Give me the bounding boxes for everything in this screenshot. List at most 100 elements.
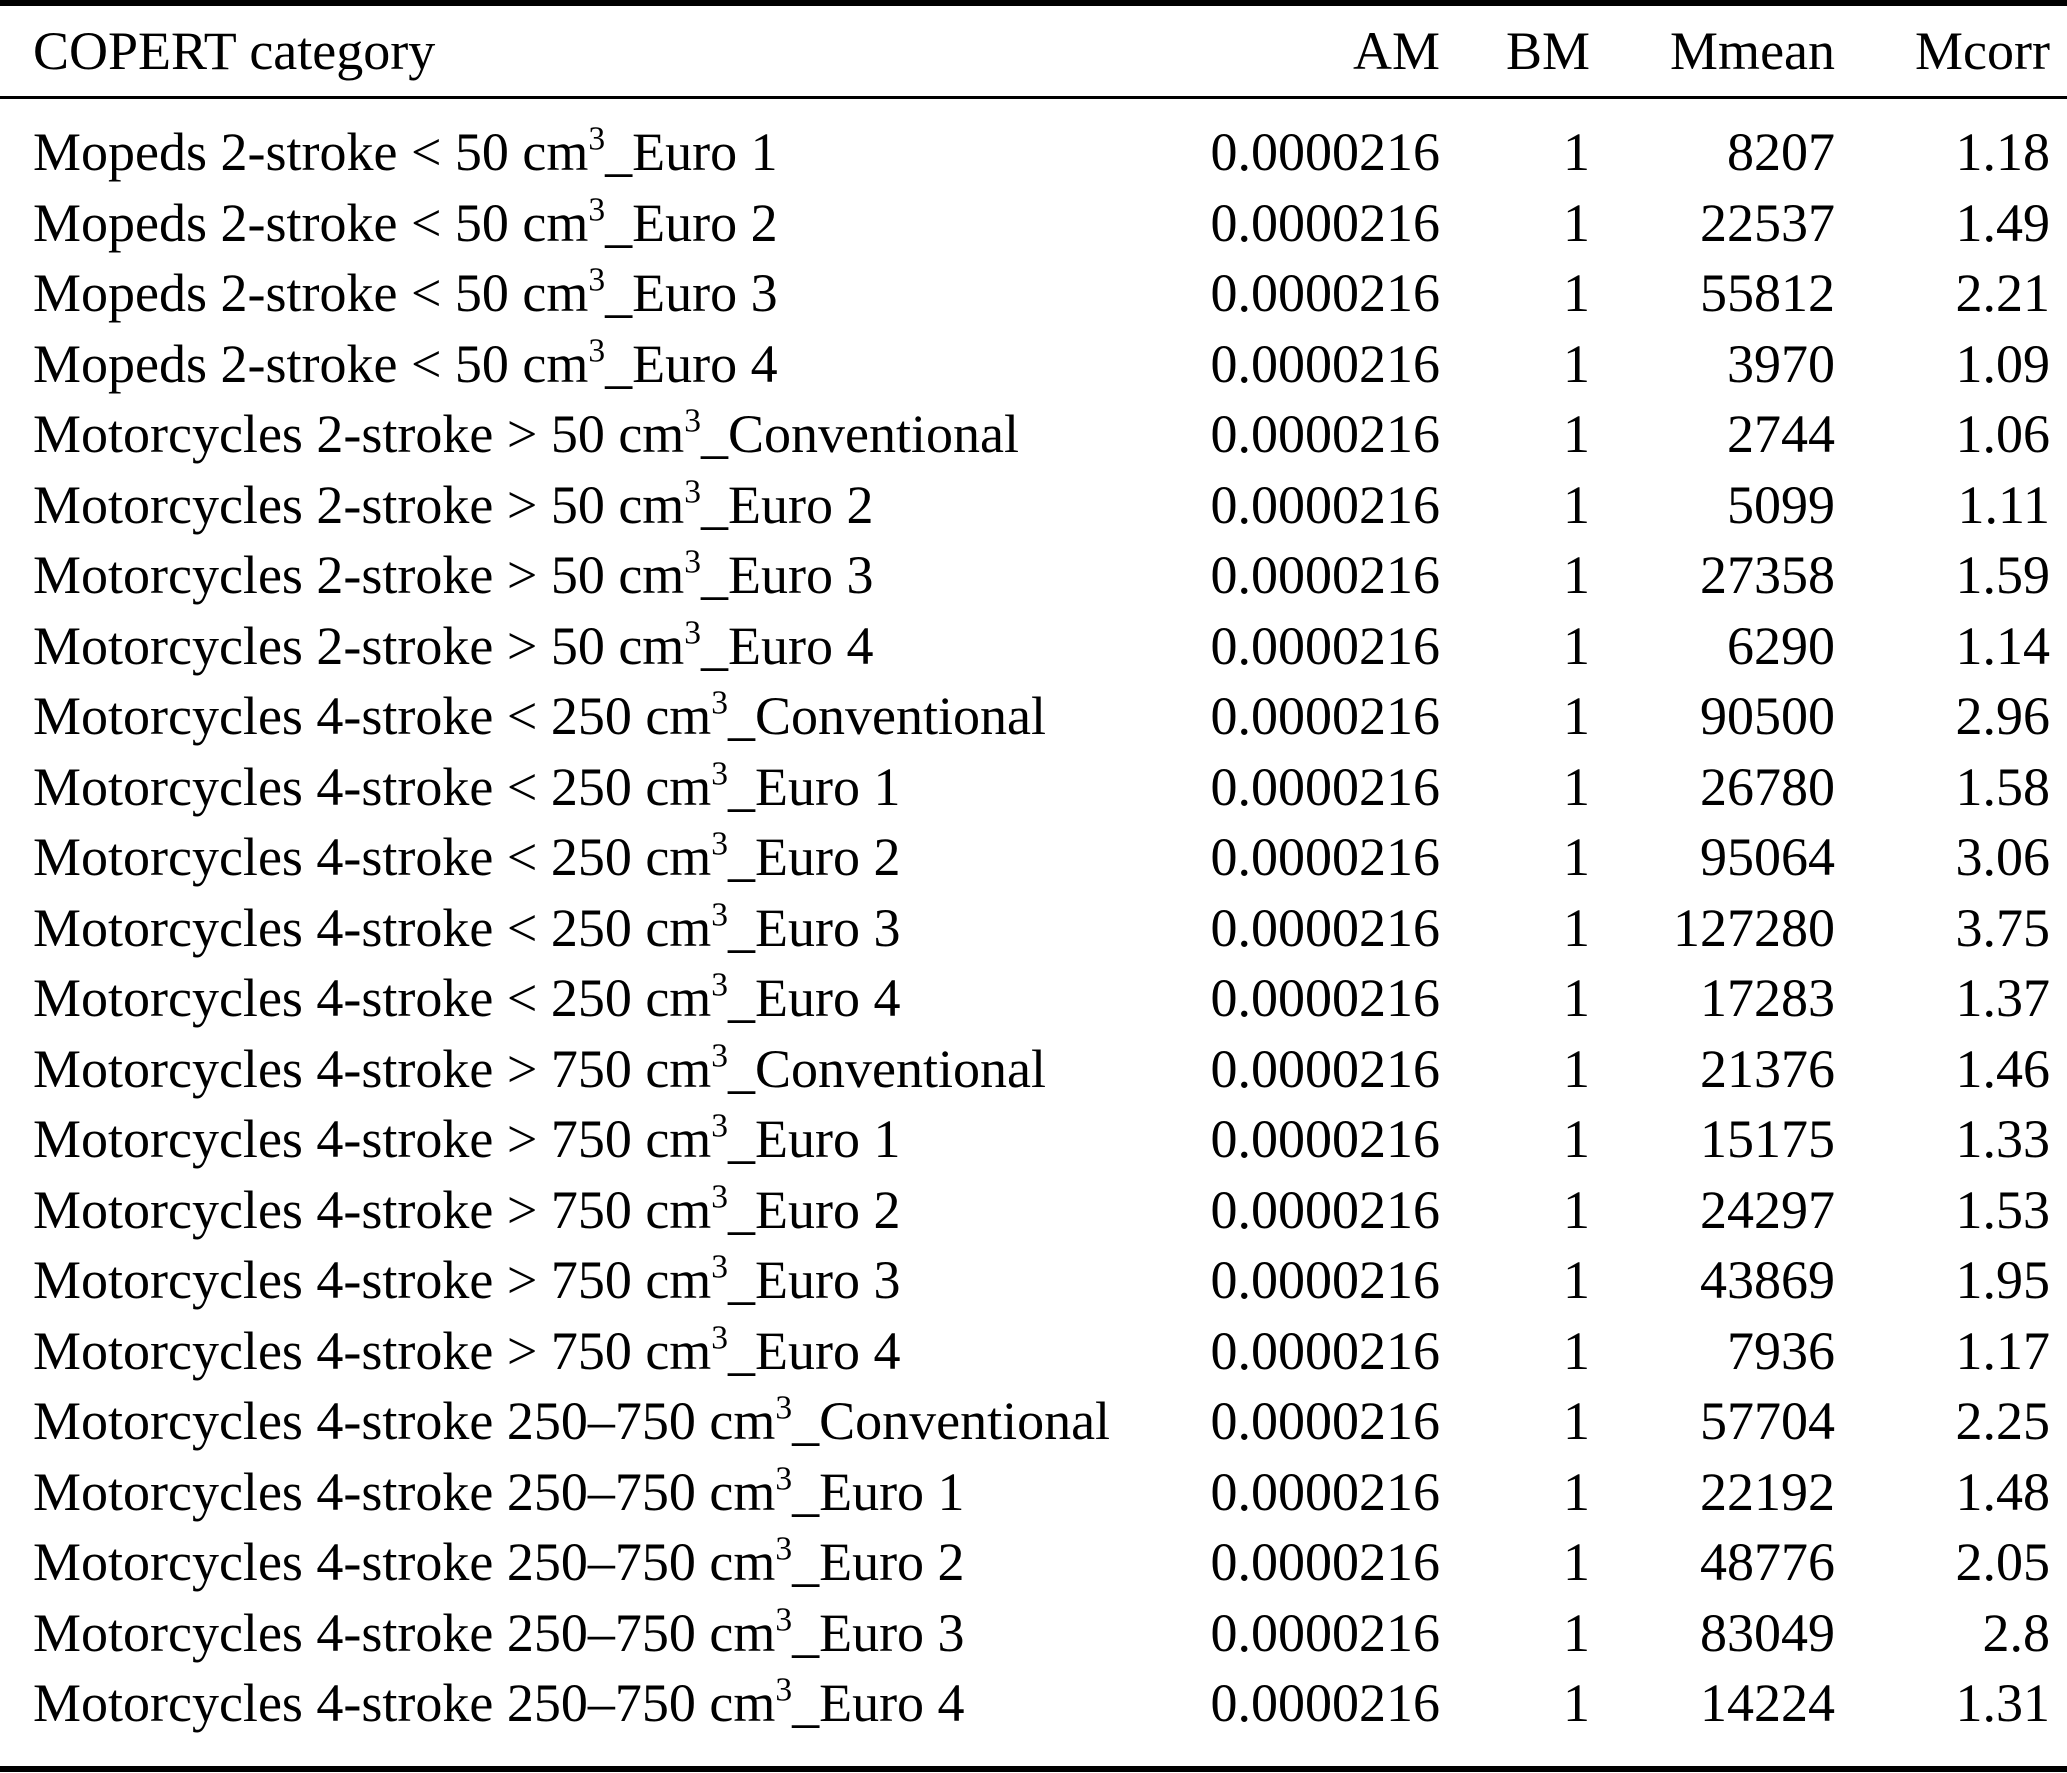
table-row: Motorcycles 4-stroke > 750 cm3_Euro 3 0.… (0, 1245, 2067, 1316)
table-row: Motorcycles 4-stroke 250–750 cm3_Euro 3 … (0, 1598, 2067, 1669)
am-value: 0.0000216 (1210, 1602, 1441, 1663)
category-text: Mopeds 2-stroke < 50 cm (33, 333, 589, 394)
category-text: Motorcycles 4-stroke 250–750 cm (33, 1673, 776, 1734)
bm-value: 1 (1563, 827, 1590, 888)
category-superscript: 3 (684, 402, 702, 440)
mcorr-value: 1.17 (1955, 1320, 2051, 1381)
category-cell: Motorcycles 4-stroke < 250 cm3_Euro 3 (33, 897, 1190, 959)
table-header-rule (0, 96, 2067, 99)
mmean-value: 83049 (1700, 1602, 1835, 1663)
category-cell: Motorcycles 4-stroke < 250 cm3_Euro 1 (33, 756, 1190, 818)
bm-value: 1 (1563, 615, 1590, 676)
category-text: Mopeds 2-stroke < 50 cm (33, 122, 589, 183)
category-text: Motorcycles 4-stroke 250–750 cm (33, 1532, 776, 1593)
category-superscript: 3 (684, 543, 702, 581)
category-text: Motorcycles 4-stroke < 250 cm (33, 686, 712, 747)
category-text: Motorcycles 4-stroke > 750 cm (33, 1250, 712, 1311)
mmean-value: 90500 (1700, 686, 1835, 747)
mmean-value: 15175 (1700, 1109, 1835, 1170)
mcorr-value: 2.05 (1955, 1532, 2051, 1593)
category-text: Motorcycles 2-stroke > 50 cm (33, 615, 685, 676)
table-row: Mopeds 2-stroke < 50 cm3_Euro 2 0.000021… (0, 188, 2067, 259)
category-text: Motorcycles 4-stroke < 250 cm (33, 968, 712, 1029)
category-suffix: _Euro 2 (728, 1179, 901, 1240)
bm-value: 1 (1563, 192, 1590, 253)
table-row: Motorcycles 4-stroke < 250 cm3_Euro 3 0.… (0, 893, 2067, 964)
category-text: Motorcycles 4-stroke > 750 cm (33, 1109, 712, 1170)
mmean-value: 26780 (1700, 756, 1835, 817)
table-row: Motorcycles 4-stroke 250–750 cm3_Euro 1 … (0, 1457, 2067, 1528)
am-value: 0.0000216 (1210, 122, 1441, 183)
column-header-category: COPERT category (33, 21, 436, 81)
category-cell: Motorcycles 4-stroke 250–750 cm3_Euro 2 (33, 1531, 1190, 1593)
bm-value: 1 (1563, 545, 1590, 606)
table-row: Motorcycles 4-stroke > 750 cm3_Euro 4 0.… (0, 1316, 2067, 1387)
table-row: Motorcycles 2-stroke > 50 cm3_Euro 4 0.0… (0, 611, 2067, 682)
mcorr-value: 1.37 (1955, 968, 2051, 1029)
table-row: Motorcycles 4-stroke < 250 cm3_Euro 4 0.… (0, 963, 2067, 1034)
category-cell: Motorcycles 4-stroke > 750 cm3_Euro 1 (33, 1108, 1190, 1170)
category-cell: Motorcycles 4-stroke 250–750 cm3_Euro 4 (33, 1672, 1190, 1734)
category-text: Motorcycles 4-stroke < 250 cm (33, 756, 712, 817)
am-value: 0.0000216 (1210, 474, 1441, 535)
category-superscript: 3 (684, 473, 702, 510)
mmean-value: 5099 (1727, 474, 1835, 535)
category-cell: Motorcycles 4-stroke > 750 cm3_Euro 4 (33, 1320, 1190, 1382)
mcorr-value: 1.06 (1955, 404, 2051, 465)
mcorr-value: 1.95 (1955, 1250, 2051, 1311)
mmean-value: 22192 (1700, 1461, 1835, 1522)
table-row: Motorcycles 4-stroke > 750 cm3_Conventio… (0, 1034, 2067, 1105)
category-text: Motorcycles 4-stroke < 250 cm (33, 827, 712, 888)
am-value: 0.0000216 (1210, 615, 1441, 676)
category-superscript: 3 (711, 966, 729, 1004)
category-cell: Mopeds 2-stroke < 50 cm3_Euro 3 (33, 262, 1190, 324)
am-value: 0.0000216 (1210, 545, 1441, 606)
category-text: Motorcycles 2-stroke > 50 cm (33, 545, 685, 606)
category-suffix: _Conventional (701, 404, 1019, 465)
bm-value: 1 (1563, 1532, 1590, 1593)
mmean-value: 127280 (1673, 897, 1835, 958)
bm-value: 1 (1563, 686, 1590, 747)
bm-value: 1 (1563, 1673, 1590, 1734)
table-row: Mopeds 2-stroke < 50 cm3_Euro 1 0.000021… (0, 117, 2067, 188)
am-value: 0.0000216 (1210, 1038, 1441, 1099)
category-text: Motorcycles 2-stroke > 50 cm (33, 404, 685, 465)
mmean-value: 2744 (1727, 404, 1835, 465)
category-superscript: 3 (711, 1107, 729, 1145)
table-header-row: COPERT category AM BM Mmean Mcorr (0, 6, 2067, 96)
am-value: 0.0000216 (1210, 1673, 1441, 1734)
category-superscript: 3 (684, 614, 702, 651)
bm-value: 1 (1563, 968, 1590, 1029)
bm-value: 1 (1563, 1461, 1590, 1522)
category-superscript: 3 (588, 120, 606, 158)
category-text: Motorcycles 4-stroke 250–750 cm (33, 1602, 776, 1663)
category-text: Motorcycles 4-stroke > 750 cm (33, 1179, 712, 1240)
mcorr-value: 1.11 (1957, 474, 2051, 535)
category-superscript: 3 (711, 684, 729, 722)
bm-value: 1 (1563, 897, 1590, 958)
am-value: 0.0000216 (1210, 827, 1441, 888)
category-cell: Mopeds 2-stroke < 50 cm3_Euro 2 (33, 192, 1190, 254)
table-row: Motorcycles 2-stroke > 50 cm3_Convention… (0, 399, 2067, 470)
category-suffix: _Euro 1 (792, 1461, 965, 1522)
category-cell: Motorcycles 2-stroke > 50 cm3_Euro 2 (33, 474, 1190, 536)
column-header-bm: BM (1505, 21, 1590, 81)
mcorr-value: 2.21 (1955, 263, 2051, 324)
category-text: Motorcycles 4-stroke 250–750 cm (33, 1391, 776, 1452)
mcorr-value: 3.06 (1955, 827, 2051, 888)
category-superscript: 3 (711, 1178, 729, 1215)
bm-value: 1 (1563, 1320, 1590, 1381)
table-row: Mopeds 2-stroke < 50 cm3_Euro 4 0.000021… (0, 329, 2067, 400)
column-header-mcorr: Mcorr (1915, 21, 2050, 81)
category-suffix: _Euro 3 (728, 897, 901, 958)
table-row: Motorcycles 4-stroke < 250 cm3_Conventio… (0, 681, 2067, 752)
category-superscript: 3 (711, 755, 729, 792)
category-suffix: _Euro 1 (605, 122, 778, 183)
mmean-value: 48776 (1700, 1532, 1835, 1593)
bm-value: 1 (1563, 333, 1590, 394)
mmean-value: 55812 (1700, 263, 1835, 324)
category-cell: Mopeds 2-stroke < 50 cm3_Euro 4 (33, 333, 1190, 395)
category-cell: Motorcycles 4-stroke > 750 cm3_Euro 3 (33, 1249, 1190, 1311)
category-cell: Motorcycles 2-stroke > 50 cm3_Euro 4 (33, 615, 1190, 677)
am-value: 0.0000216 (1210, 404, 1441, 465)
